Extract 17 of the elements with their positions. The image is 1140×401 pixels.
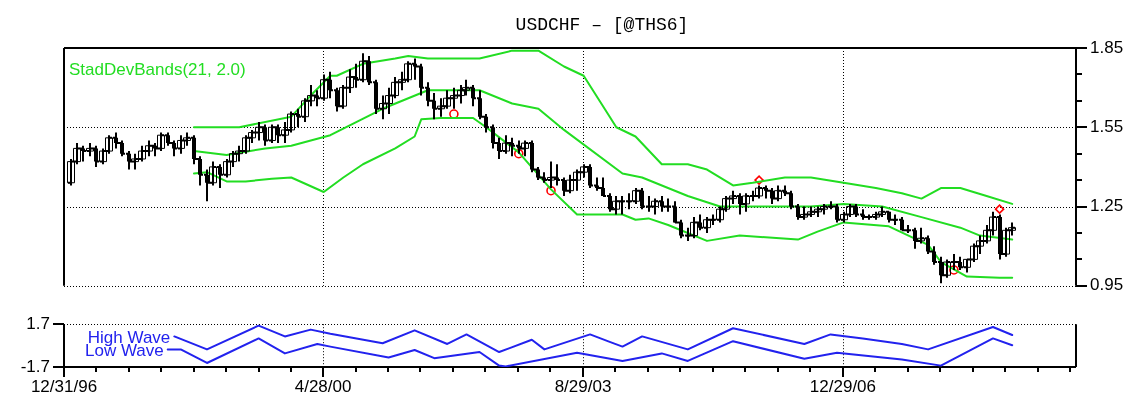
y-tick-label: -1.7 [20, 356, 50, 376]
x-tick-label: 8/29/03 [554, 376, 612, 396]
point [546, 185, 556, 196]
y-tick-label: 0.95 [1090, 275, 1124, 295]
point [994, 204, 1005, 214]
chart-title: USDCHF – [@THS6] [515, 14, 689, 35]
point [754, 175, 764, 185]
x-tick-label: 12/29/06 [809, 376, 877, 396]
x-tick-label: 12/31/96 [30, 376, 98, 396]
point [513, 148, 524, 159]
y-tick-label: 1.7 [26, 313, 50, 333]
point [949, 265, 959, 275]
y-tick-label: 1.85 [1090, 37, 1124, 57]
y-tick-label: 1.55 [1090, 116, 1124, 136]
y-tick-label: 1.25 [1090, 196, 1124, 216]
x-tick-label: 4/28/00 [294, 376, 352, 396]
text: StadDevBands(21, 2.0) [69, 59, 246, 79]
